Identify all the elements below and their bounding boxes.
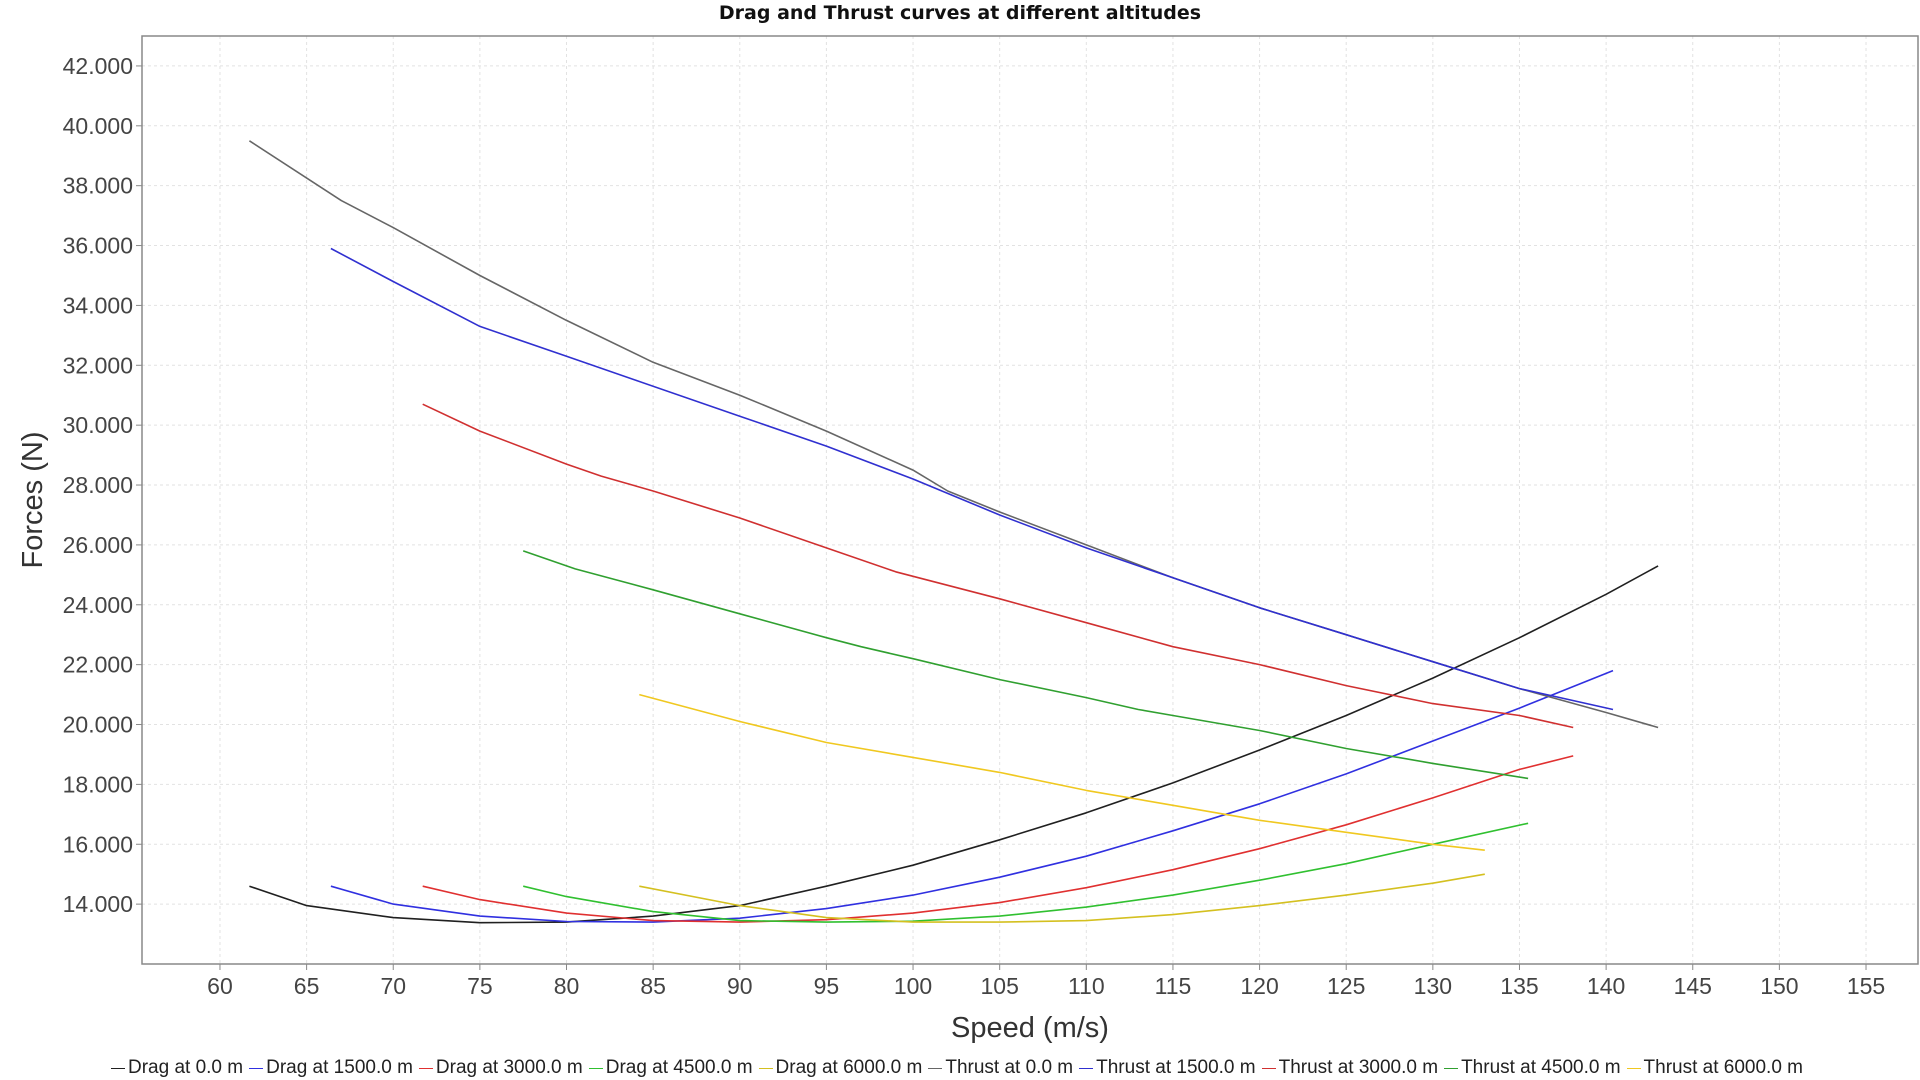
x-tick-label: 130 <box>1414 973 1452 999</box>
legend-swatch <box>249 1067 264 1069</box>
legend-swatch <box>1626 1067 1641 1069</box>
legend-label: Thrust at 1500.0 m <box>1096 1057 1256 1078</box>
x-axis-label: Speed (m/s) <box>951 1012 1109 1044</box>
y-tick-label: 34.000 <box>63 292 133 318</box>
legend-label: Drag at 1500.0 m <box>266 1057 413 1078</box>
y-tick-label: 16.000 <box>63 831 133 857</box>
series-layer <box>248 140 1659 924</box>
x-tick-label: 60 <box>207 973 233 999</box>
x-tick-label: 115 <box>1155 973 1192 999</box>
legend-label: Thrust at 0.0 m <box>945 1057 1074 1078</box>
y-tick-label: 30.000 <box>63 412 133 438</box>
y-tick-label: 20.000 <box>63 712 133 738</box>
y-tick-label: 24.000 <box>63 592 133 618</box>
legend-item-1: Drag at 1500.0 m <box>249 1057 413 1079</box>
legend-item-4: Drag at 6000.0 m <box>758 1057 923 1079</box>
x-tick-label: 85 <box>640 973 666 999</box>
legend-swatch <box>1261 1067 1276 1069</box>
x-tick-label: 155 <box>1847 973 1885 999</box>
y-tick-label: 36.000 <box>63 233 133 259</box>
x-tick-label: 80 <box>554 973 580 999</box>
y-tick-label: 14.000 <box>63 891 133 917</box>
legend-swatch <box>418 1067 433 1069</box>
y-tick-label: 42.000 <box>63 53 133 79</box>
legend-item-6: Thrust at 1500.0 m <box>1079 1057 1256 1079</box>
x-tick-label: 105 <box>980 973 1018 999</box>
y-tick-label: 40.000 <box>63 113 133 139</box>
series-line-5 <box>248 140 1659 729</box>
chart-title: Drag and Thrust curves at different alti… <box>718 2 1202 24</box>
x-tick-label: 90 <box>727 973 753 999</box>
x-tick-label: 145 <box>1674 973 1712 999</box>
x-tick-label: 140 <box>1587 973 1625 999</box>
series-line-1 <box>330 669 1614 923</box>
legend-item-0: Drag at 0.0 m <box>110 1057 244 1079</box>
y-axis-label: Forces (N) <box>17 432 49 569</box>
x-tick-label: 125 <box>1327 973 1365 999</box>
legend-item-9: Thrust at 6000.0 m <box>1626 1057 1803 1079</box>
legend: Drag at 0.0 m Drag at 1500.0 m Drag at 300… <box>0 1056 1920 1080</box>
legend-item-5: Thrust at 0.0 m <box>928 1057 1073 1079</box>
legend-label: Drag at 4500.0 m <box>605 1057 753 1078</box>
x-tick-label: 135 <box>1500 973 1538 999</box>
legend-swatch <box>1444 1067 1459 1069</box>
y-tick-label: 38.000 <box>63 173 133 199</box>
legend-swatch <box>758 1067 773 1069</box>
legend-label: Drag at 6000.0 m <box>775 1057 923 1078</box>
series-line-4 <box>639 873 1485 923</box>
legend-item-8: Thrust at 4500.0 m <box>1444 1057 1621 1079</box>
series-line-2 <box>422 755 1574 923</box>
y-tick-label: 28.000 <box>63 472 133 498</box>
legend-label: Drag at 3000.0 m <box>435 1057 583 1078</box>
legend-swatch <box>1079 1067 1094 1069</box>
x-tick-label: 110 <box>1068 973 1105 999</box>
x-tick-label: 70 <box>380 973 406 999</box>
x-tick-label: 65 <box>294 973 320 999</box>
y-tick-label: 26.000 <box>63 532 133 558</box>
legend-item-3: Drag at 4500.0 m <box>588 1057 753 1079</box>
x-tick-label: 95 <box>814 973 840 999</box>
legend-item-7: Thrust at 3000.0 m <box>1261 1057 1439 1079</box>
x-tick-label: 120 <box>1240 973 1278 999</box>
x-tick-label: 150 <box>1760 973 1798 999</box>
x-tick-label: 100 <box>894 973 932 999</box>
legend-label: Thrust at 3000.0 m <box>1278 1057 1439 1078</box>
grid-layer <box>142 36 1918 964</box>
series-line-3 <box>523 822 1529 923</box>
y-tick-label: 22.000 <box>63 652 133 678</box>
y-tick-label: 32.000 <box>63 352 133 378</box>
series-line-0 <box>249 565 1659 924</box>
legend-label: Drag at 0.0 m <box>127 1057 244 1078</box>
series-line-8 <box>522 550 1529 780</box>
series-line-9 <box>639 693 1485 851</box>
legend-item-2: Drag at 3000.0 m <box>418 1057 583 1079</box>
y-tick-label: 18.000 <box>63 771 133 797</box>
legend-swatch <box>928 1067 943 1069</box>
plot-area <box>141 35 1919 965</box>
legend-swatch <box>588 1067 603 1069</box>
legend-label: Thrust at 4500.0 m <box>1461 1057 1621 1078</box>
legend-label: Thrust at 6000.0 m <box>1643 1057 1803 1078</box>
series-line-6 <box>330 247 1614 711</box>
axis-layer: 60 65 70 75 80 85 90 95 100 105 110 115 120 125 130 135… <box>63 53 1886 999</box>
x-tick-label: 75 <box>467 973 493 999</box>
series-line-7 <box>422 403 1574 729</box>
legend-swatch <box>110 1067 125 1069</box>
